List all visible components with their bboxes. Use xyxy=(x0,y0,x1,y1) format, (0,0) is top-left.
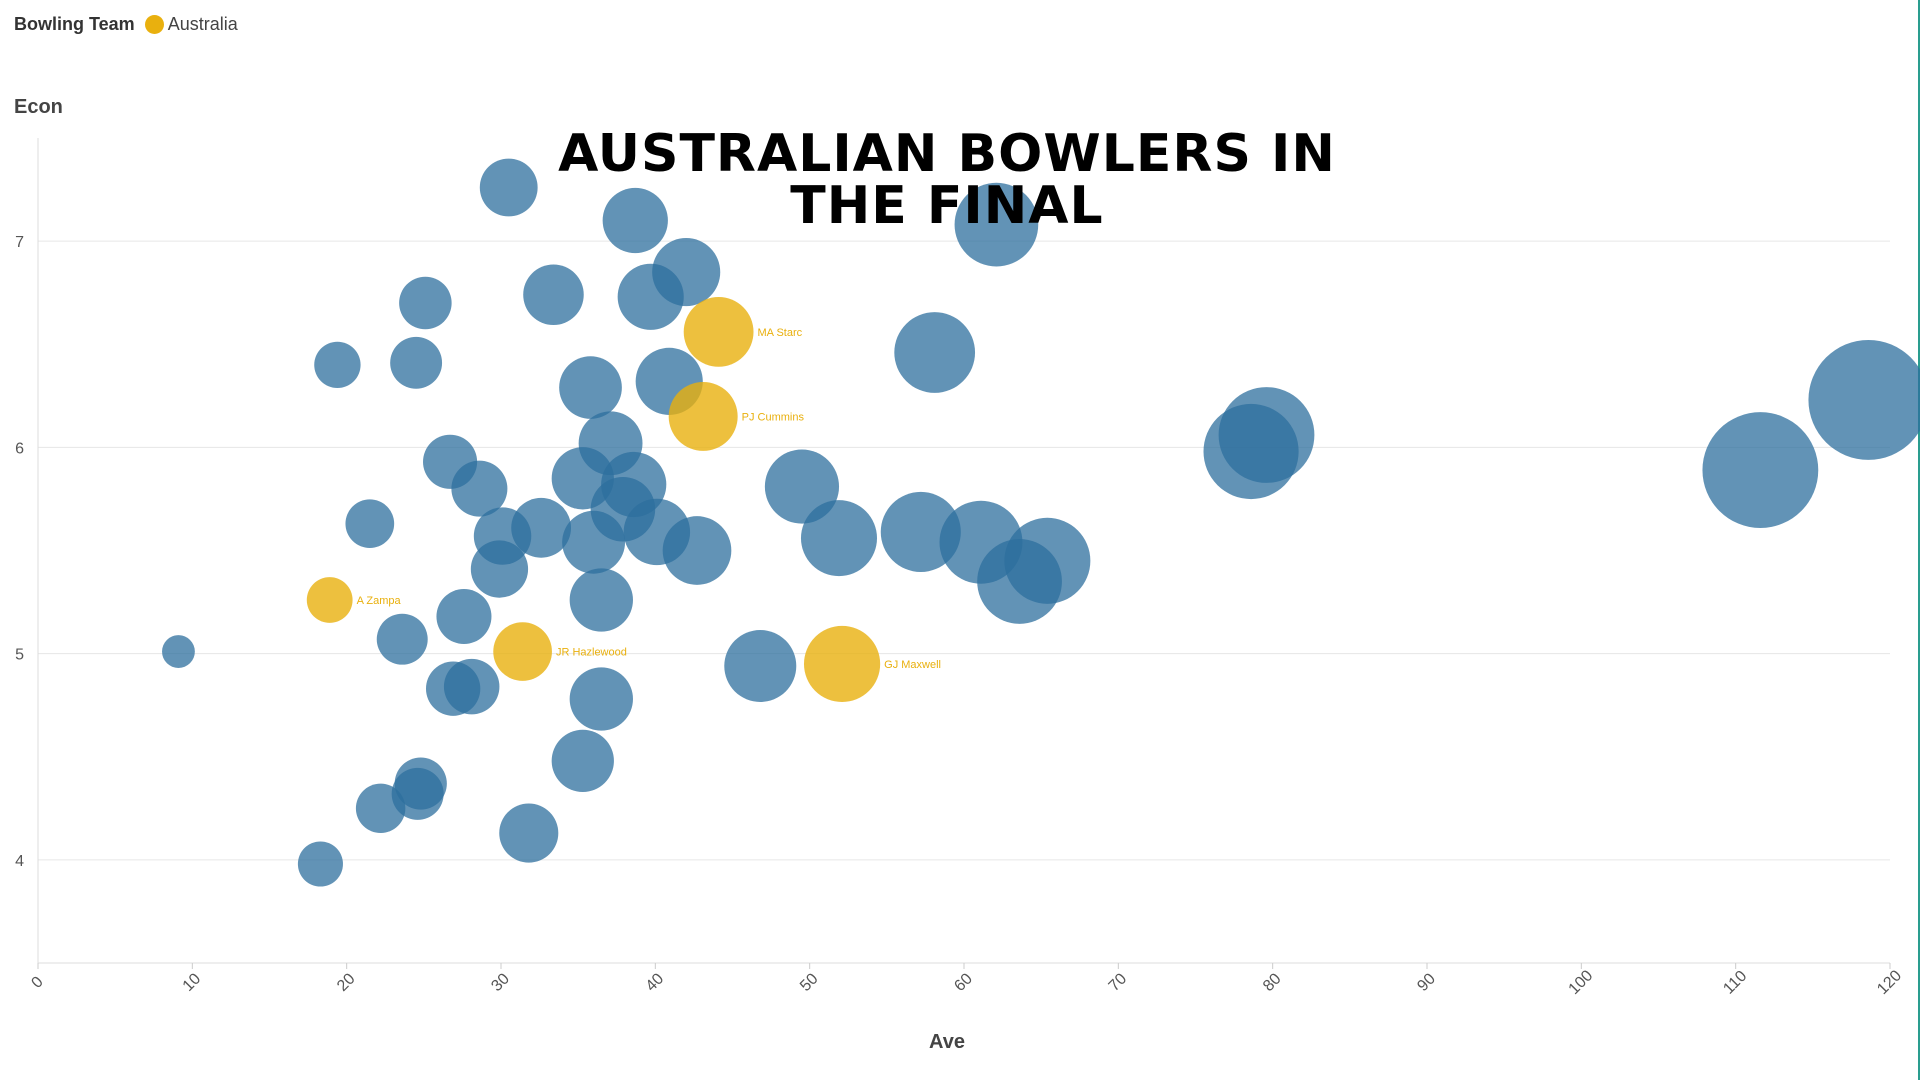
right-edge-divider xyxy=(1918,0,1920,1080)
bowler-bubble xyxy=(569,568,633,632)
bowler-bubble xyxy=(523,264,584,326)
bowler-bubble xyxy=(314,341,361,389)
y-tick-label: 5 xyxy=(15,647,24,664)
y-tick-label: 6 xyxy=(15,440,24,457)
australia-bowler-bubble xyxy=(493,622,552,681)
bowler-bubble xyxy=(355,783,406,834)
bowler-bubble xyxy=(499,803,559,863)
x-tick-label: 110 xyxy=(1720,968,1750,998)
bowler-bubble xyxy=(470,540,529,598)
bowler-bubble xyxy=(977,539,1062,624)
bowler-bubble xyxy=(894,312,976,393)
x-tick-label: 0 xyxy=(28,973,46,991)
x-tick-label: 100 xyxy=(1566,967,1597,998)
australia-bowler-label: JR Hazlewood xyxy=(556,647,627,659)
bowler-bubble xyxy=(562,510,626,574)
bowler-bubble xyxy=(479,158,538,217)
legend-swatch-australia[interactable] xyxy=(144,15,164,34)
bowler-bubble xyxy=(1808,340,1920,460)
australia-bowler-bubble xyxy=(668,381,738,451)
y-tick-label: 7 xyxy=(15,234,24,251)
x-tick-label: 120 xyxy=(1874,967,1905,998)
bowler-bubble xyxy=(297,841,343,887)
point-labels: MA Starc PJ Cummins A Zampa JR Hazlewood GJ … xyxy=(357,327,941,671)
bowler-bubble xyxy=(443,658,500,715)
bowler-bubble xyxy=(569,667,633,731)
bowler-bubble xyxy=(617,263,684,330)
bowler-bubble xyxy=(436,588,492,645)
y-axis-label: Econ xyxy=(14,96,63,118)
x-tick-label: 80 xyxy=(1260,970,1285,995)
bowler-bubble xyxy=(602,187,668,254)
bowler-bubble xyxy=(1702,412,1819,528)
australia-bowler-label: PJ Cummins xyxy=(742,411,805,423)
australia-bowler-label: GJ Maxwell xyxy=(884,659,941,671)
bowler-bubble xyxy=(451,460,508,517)
x-axis-label: Ave xyxy=(929,1031,965,1053)
x-tick-label: 30 xyxy=(488,970,513,995)
x-tick-label: 20 xyxy=(334,970,359,995)
legend-title: Bowling Team xyxy=(14,14,135,34)
australia-bowler-bubble xyxy=(306,577,353,623)
bowler-bubble xyxy=(559,356,622,419)
legend: Bowling Team Australia xyxy=(14,14,238,35)
australia-bowler-bubble xyxy=(683,296,754,367)
bowler-bubble xyxy=(551,729,614,793)
x-tick-label: 40 xyxy=(643,970,668,995)
data-points xyxy=(162,158,1920,887)
legend-label-australia[interactable]: Australia xyxy=(167,14,238,34)
australia-bowler-label: MA Starc xyxy=(758,327,803,339)
bowler-bubble xyxy=(1203,403,1299,500)
x-tick-label: 90 xyxy=(1414,970,1439,995)
australia-bowler-bubble xyxy=(803,625,881,703)
bowler-bubble xyxy=(345,499,395,549)
x-tick-label: 50 xyxy=(797,970,822,995)
bowler-bubble xyxy=(376,613,428,665)
bowler-bubble xyxy=(399,276,452,330)
bowler-bubble xyxy=(162,635,195,668)
x-tick-label: 70 xyxy=(1106,970,1131,995)
bowler-bubble xyxy=(800,500,878,577)
y-tick-label: 4 xyxy=(15,853,24,870)
bowler-bubble xyxy=(954,182,1039,267)
australia-bowler-label: A Zampa xyxy=(357,595,402,607)
bowler-bubble xyxy=(724,629,797,703)
bowler-bubble xyxy=(390,336,443,389)
bowler-bubble xyxy=(662,516,732,585)
x-tick-label: 10 xyxy=(180,970,205,995)
x-tick-label: 60 xyxy=(951,970,976,995)
chart-title: AUSTRALIAN BOWLERS IN THE FINAL xyxy=(558,124,1336,236)
